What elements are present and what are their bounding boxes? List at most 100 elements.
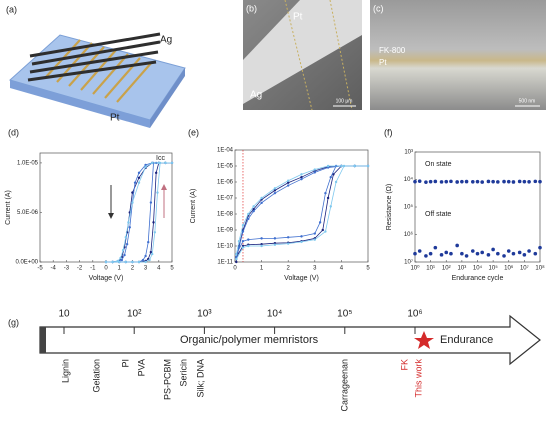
material-label: Silk; DNA bbox=[195, 359, 205, 398]
data-point bbox=[273, 237, 277, 240]
y-axis-label: Resistance (Ω) bbox=[386, 184, 393, 230]
data-point bbox=[444, 250, 449, 255]
data-point bbox=[287, 179, 290, 182]
data-point bbox=[424, 180, 428, 184]
x-axis-label: Voltage (V) bbox=[284, 275, 319, 282]
x-tick-label: 0 bbox=[233, 266, 237, 272]
data-point bbox=[137, 171, 141, 175]
data-point bbox=[475, 251, 480, 256]
data-point bbox=[124, 260, 128, 264]
data-point bbox=[511, 251, 516, 256]
x-tick-label: 10¹ bbox=[426, 266, 435, 272]
x-tick-label: 1 bbox=[118, 266, 122, 272]
data-point bbox=[460, 251, 464, 256]
data-point bbox=[148, 258, 151, 262]
y-tick-label: 10⁴ bbox=[404, 176, 414, 183]
electrode-label: Pt bbox=[110, 113, 120, 124]
data-point bbox=[486, 179, 491, 184]
data-point bbox=[318, 221, 322, 224]
data-point bbox=[424, 254, 428, 258]
y-tick-label: 1E-04 bbox=[217, 148, 234, 154]
x-tick-label: 3 bbox=[313, 266, 317, 272]
data-point bbox=[124, 236, 128, 239]
data-point bbox=[300, 173, 303, 176]
data-point bbox=[366, 164, 370, 168]
panel-label: (g) bbox=[8, 317, 19, 327]
data-point bbox=[538, 245, 542, 250]
series-line bbox=[235, 165, 368, 263]
series-line bbox=[235, 165, 368, 258]
x-tick-label: -4 bbox=[51, 266, 57, 272]
data-point bbox=[522, 179, 527, 184]
data-point bbox=[252, 207, 255, 211]
y-axis-label: Current (A) bbox=[190, 189, 197, 224]
data-point bbox=[413, 251, 417, 256]
data-point bbox=[127, 221, 130, 224]
data-point bbox=[247, 217, 250, 221]
data-point bbox=[496, 251, 500, 256]
data-point bbox=[527, 249, 531, 253]
data-point bbox=[522, 253, 527, 257]
material-label: PVA bbox=[136, 359, 146, 376]
x-tick-label: 0 bbox=[104, 266, 108, 272]
data-point bbox=[433, 245, 438, 250]
panel-label: (c) bbox=[373, 3, 384, 13]
panel-label: (b) bbox=[246, 3, 257, 13]
timeline-tick-label: 10 bbox=[58, 309, 70, 320]
data-point bbox=[340, 164, 343, 168]
data-point bbox=[144, 260, 147, 264]
y-tick-label: 1E-06 bbox=[217, 180, 234, 186]
data-point bbox=[123, 253, 126, 257]
data-point bbox=[321, 228, 324, 232]
x-tick-label: -5 bbox=[37, 266, 43, 272]
x-tick-label: 10⁵ bbox=[489, 265, 499, 272]
image-label: Pt bbox=[293, 12, 303, 23]
data-point bbox=[480, 250, 485, 255]
data-point bbox=[444, 179, 449, 184]
timeline-tick-label: 10⁵ bbox=[337, 309, 352, 320]
series-line bbox=[106, 162, 172, 263]
data-point bbox=[464, 179, 469, 184]
data-point bbox=[252, 205, 255, 208]
data-point bbox=[154, 171, 158, 175]
x-tick-label: 5 bbox=[366, 266, 370, 272]
x-tick-label: -1 bbox=[90, 266, 96, 272]
data-point bbox=[252, 209, 255, 213]
data-point bbox=[131, 191, 134, 194]
panel-label: (d) bbox=[8, 127, 19, 137]
data-point bbox=[502, 254, 506, 258]
data-point bbox=[152, 221, 155, 224]
scale-bar: 100 μm bbox=[336, 98, 353, 104]
data-point bbox=[324, 230, 327, 233]
highlight-label: FK bbox=[399, 359, 409, 371]
data-point bbox=[149, 250, 153, 254]
data-point bbox=[147, 240, 150, 244]
data-point bbox=[428, 251, 433, 256]
data-point bbox=[235, 253, 238, 256]
data-point bbox=[496, 180, 500, 184]
data-point bbox=[517, 179, 522, 184]
data-point bbox=[506, 179, 511, 184]
data-point bbox=[260, 196, 263, 200]
material-label: Lignin bbox=[60, 359, 70, 383]
data-point bbox=[538, 179, 542, 184]
data-point bbox=[470, 179, 475, 184]
data-point bbox=[247, 238, 250, 241]
data-point bbox=[273, 191, 277, 195]
material-label: Sericin bbox=[178, 359, 188, 387]
y-tick-label: 1E-09 bbox=[217, 228, 234, 234]
data-point bbox=[428, 179, 433, 184]
data-point bbox=[121, 248, 125, 252]
data-point bbox=[128, 226, 131, 229]
data-point bbox=[287, 242, 290, 245]
data-point bbox=[455, 243, 459, 248]
star bbox=[414, 331, 434, 349]
device-schematic bbox=[8, 32, 186, 128]
data-point bbox=[480, 180, 485, 184]
timeline-title: Organic/polymer memristors bbox=[180, 334, 319, 346]
data-point bbox=[144, 165, 147, 169]
data-point bbox=[342, 164, 346, 168]
plot-frame bbox=[414, 151, 541, 263]
data-point bbox=[247, 244, 250, 248]
